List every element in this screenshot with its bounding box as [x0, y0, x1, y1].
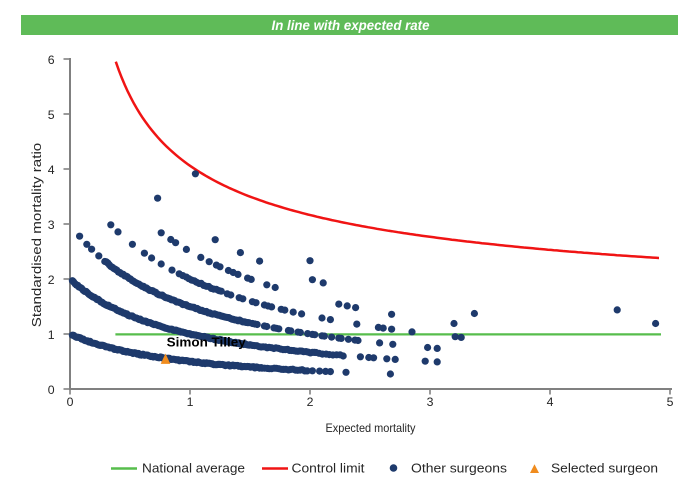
svg-text:1: 1: [187, 395, 194, 409]
svg-text:Expected mortality: Expected mortality: [326, 421, 416, 435]
svg-text:5: 5: [48, 108, 55, 122]
svg-text:National average: National average: [142, 461, 245, 476]
svg-text:Control limit: Control limit: [292, 461, 365, 476]
svg-text:Selected surgeon: Selected surgeon: [551, 461, 658, 476]
svg-text:4: 4: [547, 395, 554, 409]
svg-text:5: 5: [667, 395, 674, 409]
svg-text:4: 4: [48, 163, 55, 177]
svg-text:3: 3: [427, 395, 434, 409]
svg-text:2: 2: [48, 273, 55, 287]
svg-text:In line with expected rate: In line with expected rate: [272, 18, 430, 33]
svg-text:1: 1: [48, 328, 55, 342]
svg-text:3: 3: [48, 218, 55, 232]
svg-text:Simon Tilley: Simon Tilley: [167, 335, 247, 350]
svg-text:6: 6: [48, 53, 55, 67]
svg-text:Other surgeons: Other surgeons: [411, 461, 508, 476]
svg-text:0: 0: [67, 395, 74, 409]
svg-text:Standardised mortality ratio: Standardised mortality ratio: [29, 143, 44, 328]
svg-text:0: 0: [48, 383, 55, 397]
svg-text:2: 2: [307, 395, 314, 409]
